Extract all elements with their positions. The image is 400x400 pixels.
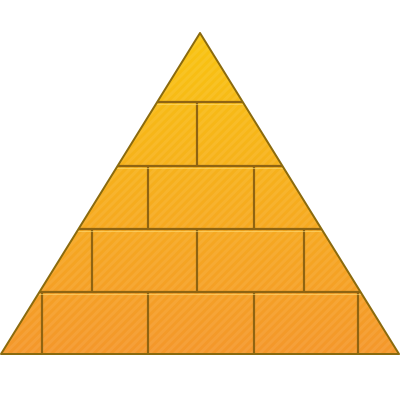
pyramid-outline bbox=[0, 32, 400, 355]
pyramid-texture bbox=[1, 33, 399, 354]
